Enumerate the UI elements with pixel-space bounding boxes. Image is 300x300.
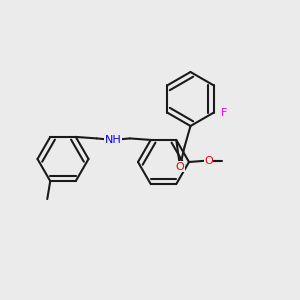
Text: NH: NH: [105, 135, 122, 145]
Text: O: O: [176, 161, 184, 172]
Text: F: F: [221, 107, 228, 118]
Text: O: O: [204, 155, 213, 166]
